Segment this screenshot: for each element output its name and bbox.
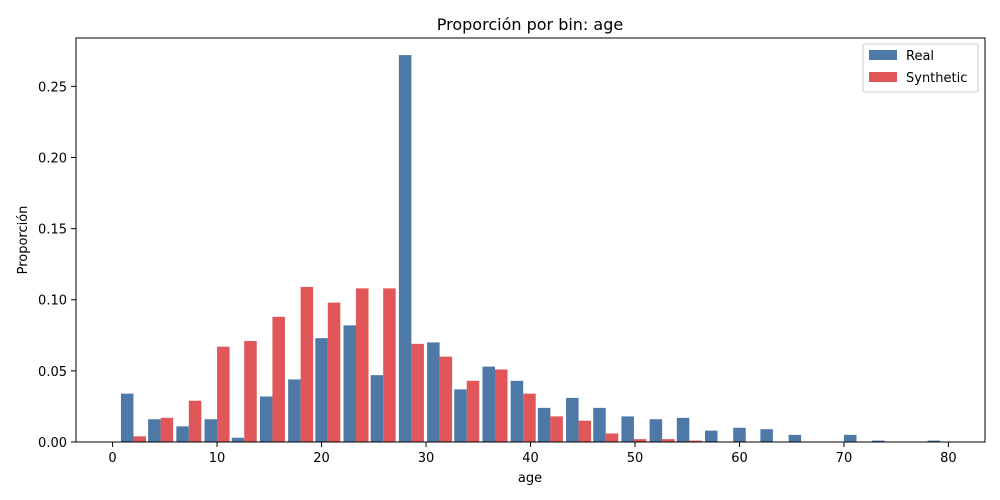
y-tick-label: 0.00 — [38, 436, 67, 451]
bar-synthetic-0 — [133, 436, 146, 442]
y-axis-label: Proporción — [16, 206, 31, 275]
bar-synthetic-5 — [272, 316, 285, 442]
legend-label-real: Real — [906, 49, 934, 64]
bar-real-24 — [788, 434, 802, 442]
bar-real-1 — [148, 419, 161, 442]
bar-synthetic-20 — [689, 440, 702, 442]
x-tick-label: 10 — [209, 451, 226, 466]
bar-real-23 — [760, 429, 773, 442]
bar-real-2 — [176, 426, 189, 442]
legend-swatch-synthetic — [869, 72, 897, 82]
bar-real-21 — [705, 430, 718, 442]
bar-real-26 — [843, 434, 857, 442]
x-tick-label: 80 — [940, 451, 957, 466]
bar-real-11 — [427, 342, 440, 442]
bar-real-27 — [872, 440, 885, 442]
bar-real-0 — [120, 393, 134, 442]
bar-synthetic-12 — [466, 380, 480, 442]
bar-real-17 — [593, 407, 606, 442]
x-tick-label: 30 — [418, 451, 435, 466]
bar-real-12 — [454, 389, 467, 442]
y-tick-label: 0.20 — [38, 151, 67, 166]
bar-real-18 — [621, 416, 634, 442]
chart-title: Proporción por bin: age — [437, 15, 623, 34]
legend-swatch-real — [869, 50, 897, 60]
bar-real-6 — [288, 379, 301, 442]
bar-real-7 — [315, 338, 328, 442]
bar-real-10 — [398, 55, 412, 442]
legend-label-synthetic: Synthetic — [906, 71, 967, 86]
y-tick-label: 0.05 — [38, 365, 67, 380]
bar-real-8 — [343, 325, 357, 442]
bar-synthetic-9 — [383, 288, 396, 442]
bar-real-22 — [733, 427, 746, 442]
bar-real-13 — [482, 366, 495, 442]
bar-synthetic-18 — [633, 439, 647, 442]
bar-synthetic-14 — [523, 393, 536, 442]
bar-synthetic-6 — [300, 286, 314, 442]
bar-synthetic-11 — [439, 356, 453, 442]
bar-real-3 — [204, 419, 218, 442]
legend: Real Synthetic — [862, 43, 979, 93]
y-tick-label: 0.25 — [38, 80, 67, 95]
bar-real-5 — [259, 396, 273, 442]
bar-real-20 — [676, 417, 690, 442]
bar-synthetic-1 — [160, 417, 174, 442]
bar-synthetic-2 — [188, 400, 202, 442]
bar-synthetic-7 — [327, 302, 341, 442]
bar-real-15 — [537, 407, 551, 442]
bar-synthetic-3 — [217, 346, 230, 442]
x-tick-label: 0 — [108, 451, 116, 466]
bar-synthetic-10 — [411, 343, 424, 442]
bar-synthetic-16 — [578, 420, 592, 442]
plot-frame — [75, 37, 986, 443]
bar-real-4 — [231, 437, 245, 442]
bar-real-14 — [510, 380, 524, 442]
bar-synthetic-13 — [494, 369, 508, 442]
bar-synthetic-8 — [356, 288, 369, 442]
x-axis-ticks: 0 10 20 30 40 50 60 70 80 — [108, 442, 957, 466]
y-axis-ticks: 0.00 0.05 0.10 0.15 0.20 0.25 — [38, 80, 76, 451]
x-tick-label: 20 — [313, 451, 330, 466]
plot-area: 0 10 20 30 40 50 60 70 80 0.000.050.100.150.200.… — [38, 37, 986, 466]
bar-synthetic-17 — [605, 433, 619, 442]
x-tick-label: 60 — [731, 451, 748, 466]
x-tick-label: 50 — [627, 451, 644, 466]
x-axis-label: age — [518, 471, 542, 486]
y-tick-label: 0.10 — [38, 294, 67, 309]
bar-synthetic-19 — [662, 439, 675, 442]
bar-real-9 — [370, 375, 384, 442]
bar-synthetic-4 — [244, 341, 257, 442]
bar-real-19 — [649, 419, 663, 442]
bar-real-29 — [927, 440, 941, 442]
x-tick-label: 70 — [836, 451, 853, 466]
x-tick-label: 40 — [522, 451, 539, 466]
bars-group — [120, 55, 941, 442]
bar-real-16 — [566, 397, 579, 442]
y-tick-label: 0.15 — [38, 223, 67, 238]
bar-synthetic-15 — [550, 416, 563, 442]
